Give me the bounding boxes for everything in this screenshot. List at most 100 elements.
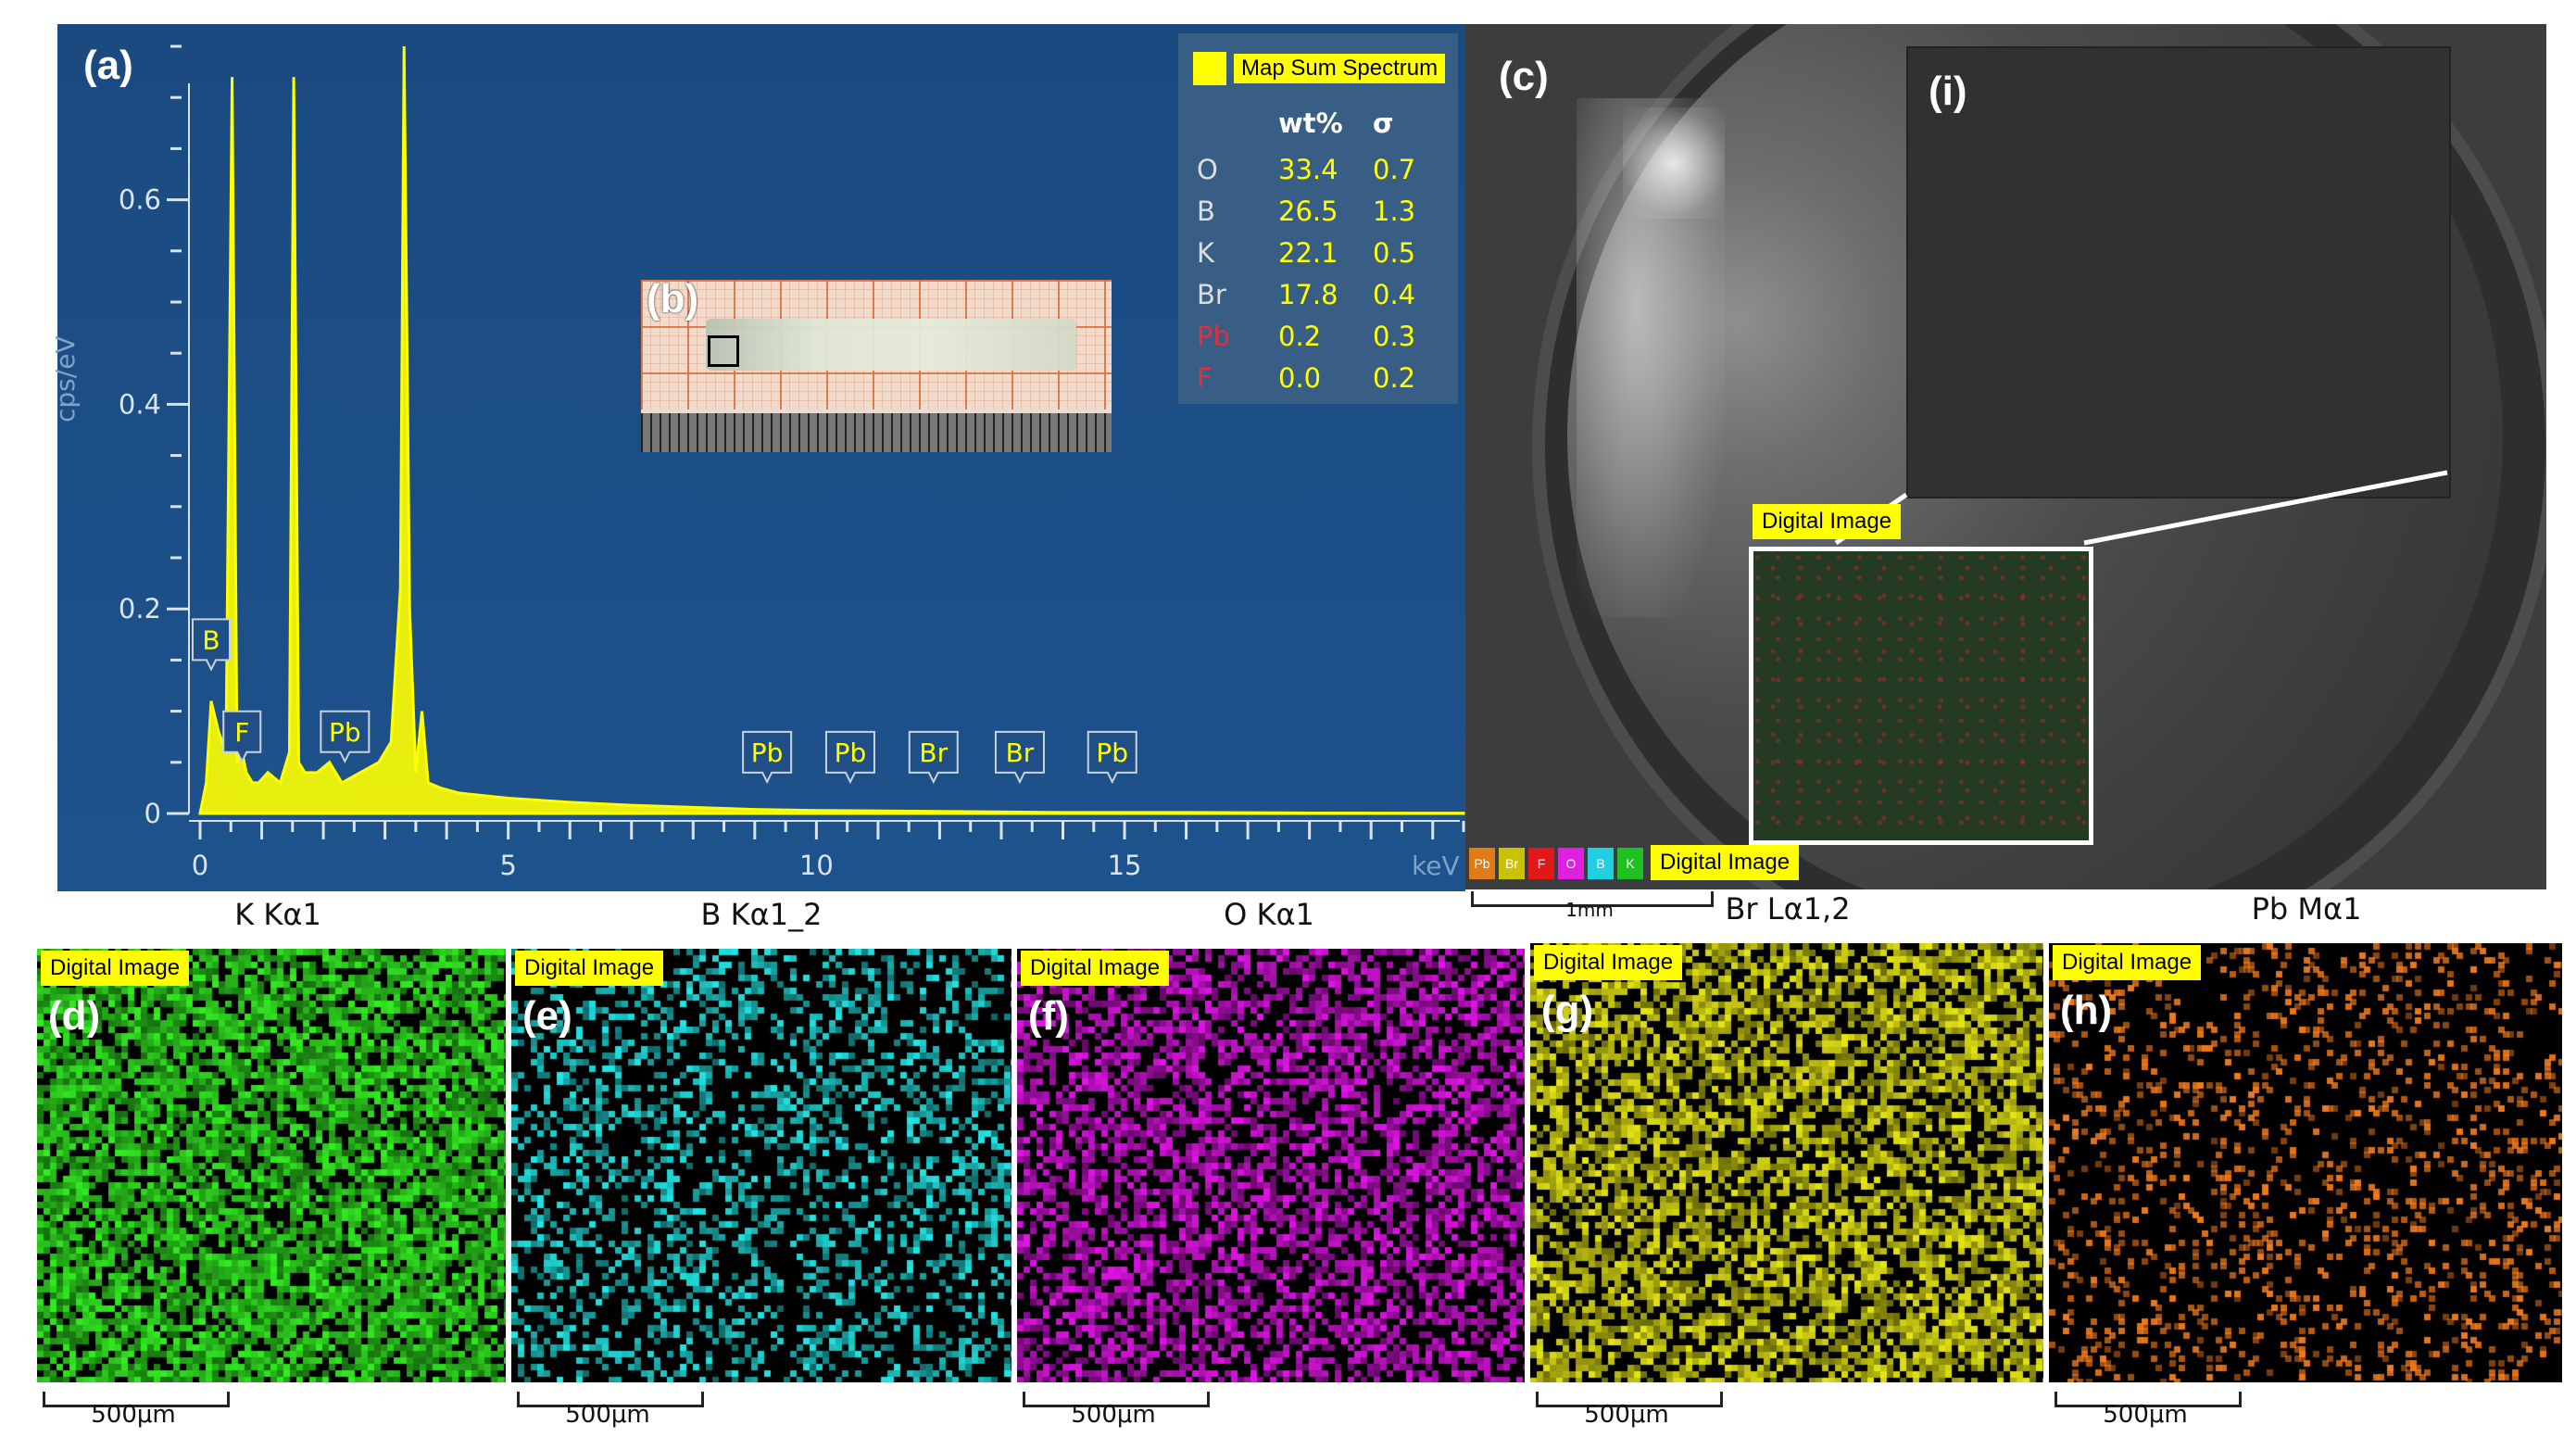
svg-text:B: B xyxy=(202,624,220,655)
ruler xyxy=(641,413,1112,452)
legend-chip: B xyxy=(1588,848,1614,879)
map-title: B Kα1_2 xyxy=(700,897,823,932)
panel-label-e: (e) xyxy=(522,993,572,1039)
sem-scalebar xyxy=(1471,891,1714,907)
selection-box xyxy=(708,335,739,367)
table-element: B xyxy=(1197,195,1215,227)
map-scale-label: 500μm xyxy=(1071,1401,1156,1429)
table-element: Pb xyxy=(1197,321,1230,352)
svg-text:F: F xyxy=(234,717,249,748)
table-sigma-value: 0.2 xyxy=(1373,362,1416,394)
panel-label-f: (f) xyxy=(1028,993,1069,1039)
sem-digital-image-badge: Digital Image xyxy=(1651,845,1800,880)
y-tick-label: 0.6 xyxy=(119,184,161,216)
map-scale-label: 500μm xyxy=(1584,1401,1669,1429)
element-map xyxy=(2049,943,2562,1382)
element-map xyxy=(1530,943,2043,1382)
x-tick-label: 5 xyxy=(499,850,516,881)
panel-label-i: (i) xyxy=(1929,69,1967,114)
panel-label-g: (g) xyxy=(1541,988,1594,1033)
map-inset xyxy=(1749,547,2093,845)
table-wt-value: 26.5 xyxy=(1278,195,1338,227)
map-badge: Digital Image xyxy=(41,951,190,986)
panel-label-b: (b) xyxy=(647,280,699,322)
table-sigma-value: 0.7 xyxy=(1373,154,1416,185)
legend-chip: Br xyxy=(1499,848,1525,879)
table-wt-value: 33.4 xyxy=(1278,154,1338,185)
svg-text:Pb: Pb xyxy=(329,717,361,748)
peak-label: Pb xyxy=(824,730,875,785)
table-element: O xyxy=(1197,154,1218,185)
panel-label-c: (c) xyxy=(1499,54,1549,99)
map-title: K Kα1 xyxy=(234,897,321,932)
table-sigma-value: 1.3 xyxy=(1373,195,1416,227)
table-wt-value: 17.8 xyxy=(1278,279,1338,310)
y-tick-label: 0.2 xyxy=(119,593,161,624)
peak-label: F xyxy=(222,710,262,763)
svg-text:Pb: Pb xyxy=(1096,738,1128,768)
panel-label-d: (d) xyxy=(48,993,101,1039)
svg-text:Br: Br xyxy=(919,738,948,768)
element-map xyxy=(511,949,1012,1382)
map-scalebar xyxy=(517,1392,704,1407)
svg-text:Pb: Pb xyxy=(751,738,784,768)
map-badge: Digital Image xyxy=(515,951,664,986)
panel-label-h: (h) xyxy=(2060,988,2113,1033)
map-scale-label: 500μm xyxy=(565,1401,650,1429)
map-badge: Digital Image xyxy=(2053,945,2202,980)
peak-label: Pb xyxy=(1087,730,1137,785)
y-axis-label: cps/eV xyxy=(50,335,81,422)
sem-bright-spot xyxy=(1623,107,1725,219)
zoom-inset xyxy=(1906,46,2451,498)
x-axis-label: keV xyxy=(1412,851,1460,881)
map-title: O Kα1 xyxy=(1224,897,1314,932)
map-title: Br Lα1,2 xyxy=(1725,891,1851,927)
svg-text:Br: Br xyxy=(1006,738,1035,768)
map-scale-label: 500μm xyxy=(2103,1401,2188,1429)
map-scalebar xyxy=(2055,1392,2242,1407)
peak-label: B xyxy=(191,618,231,672)
x-tick-label: 15 xyxy=(1108,850,1142,881)
svg-text:Pb: Pb xyxy=(835,738,867,768)
x-tick-label: 10 xyxy=(799,850,834,881)
table-element: K xyxy=(1197,237,1215,269)
peak-label: Pb xyxy=(742,730,793,785)
sem-element-legend: Pb Br F O B K xyxy=(1465,845,1688,882)
table-wt-value: 0.0 xyxy=(1278,362,1322,394)
table-wt-value: 22.1 xyxy=(1278,237,1338,269)
y-tick-label: 0.4 xyxy=(119,388,161,420)
peak-label: Br xyxy=(908,730,959,785)
map-inset-badge: Digital Image xyxy=(1753,504,1902,539)
table-element: F xyxy=(1197,362,1213,394)
map-scalebar xyxy=(1536,1392,1723,1407)
element-map xyxy=(1017,949,1525,1382)
table-wt-value: 0.2 xyxy=(1278,321,1322,352)
y-tick-label: 0 xyxy=(145,798,161,829)
map-scale-label: 500μm xyxy=(91,1401,176,1429)
table-legend-swatch xyxy=(1193,52,1226,85)
sample-photo: (b) xyxy=(641,280,1112,452)
table-title: Map Sum Spectrum xyxy=(1234,54,1446,83)
map-title: Pb Mα1 xyxy=(2251,891,2362,927)
x-tick-label: 0 xyxy=(192,850,208,881)
sem-panel: (c) (i) Digital Image Pb Br F O B K Digital I… xyxy=(1465,24,2546,889)
table-header-wt: wt% xyxy=(1278,107,1343,139)
legend-chip: Pb xyxy=(1469,848,1495,879)
peak-label: Br xyxy=(994,730,1045,785)
spectrum-table xyxy=(1178,33,1458,404)
legend-chip: K xyxy=(1617,848,1643,879)
element-map xyxy=(37,949,506,1382)
map-scalebar xyxy=(1023,1392,1210,1407)
glass-sample xyxy=(706,319,1076,371)
legend-chip: O xyxy=(1558,848,1584,879)
table-sigma-value: 0.3 xyxy=(1373,321,1416,352)
table-sigma-value: 0.5 xyxy=(1373,237,1416,269)
peak-label: Pb xyxy=(320,710,371,763)
map-scalebar xyxy=(43,1392,230,1407)
table-element: Br xyxy=(1197,279,1226,310)
sem-scale-label: 1mm xyxy=(1565,899,1614,921)
map-badge: Digital Image xyxy=(1021,951,1170,986)
legend-chip: F xyxy=(1528,848,1554,879)
table-header-sigma: σ xyxy=(1373,107,1394,139)
